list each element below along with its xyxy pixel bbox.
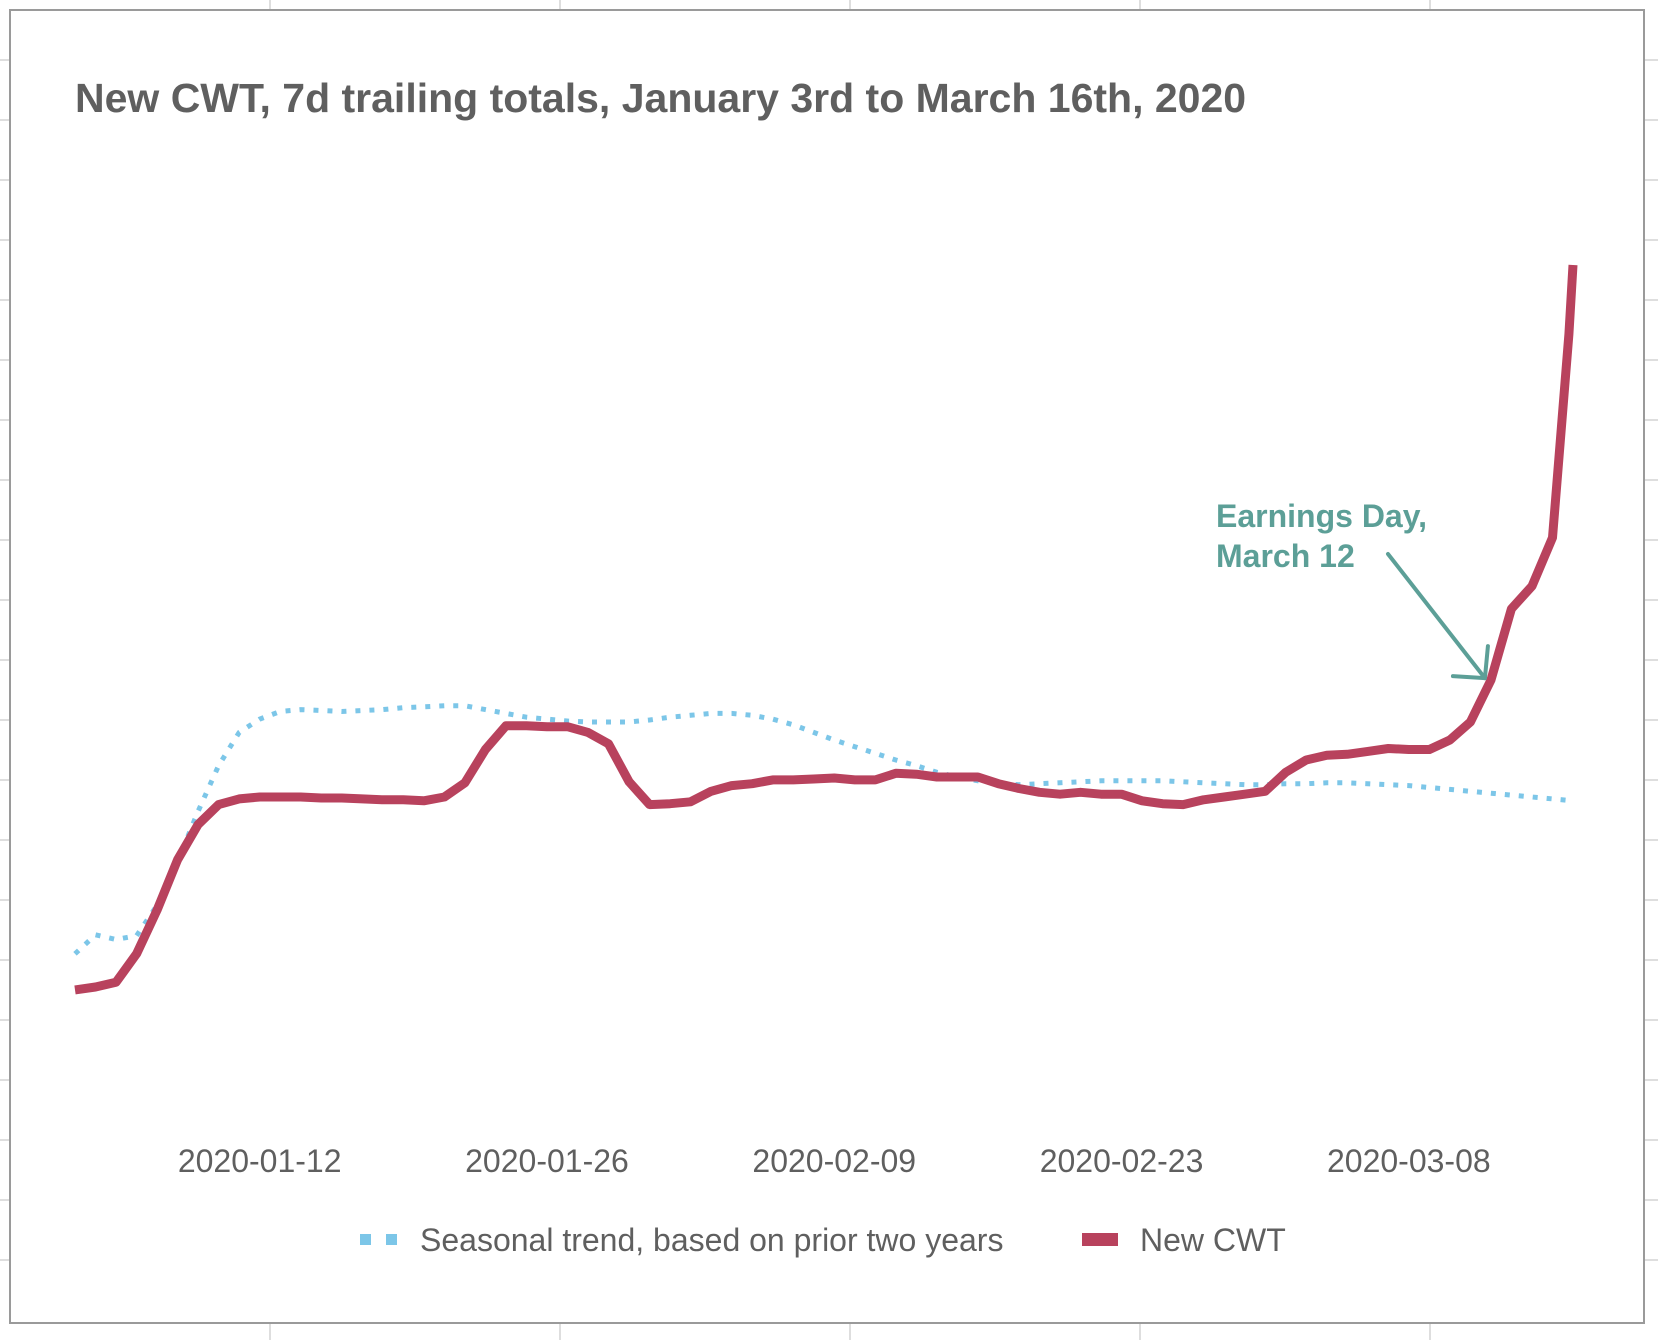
annotation: Earnings Day, March 12 — [1216, 498, 1490, 681]
annotation-line-2: March 12 — [1216, 538, 1355, 574]
legend-item-seasonal: Seasonal trend, based on prior two years — [360, 1222, 1003, 1258]
x-tick-label: 2020-01-26 — [465, 1143, 629, 1179]
x-tick-label: 2020-03-08 — [1327, 1143, 1491, 1179]
legend-item-new-cwt: New CWT — [1082, 1222, 1286, 1258]
series-seasonal-trend-line — [73, 703, 1574, 956]
legend-swatch-seasonal-b — [386, 1234, 397, 1245]
legend-swatch-new-cwt — [1082, 1233, 1118, 1246]
legend: Seasonal trend, based on prior two years… — [360, 1222, 1286, 1258]
x-tick-label: 2020-02-23 — [1040, 1143, 1204, 1179]
legend-swatch-seasonal-a — [360, 1234, 371, 1245]
chart-frame — [9, 9, 1645, 1324]
legend-label-seasonal: Seasonal trend, based on prior two years — [420, 1222, 1003, 1258]
series-new-cwt-line — [74, 264, 1578, 995]
series-layer — [73, 264, 1578, 995]
annotation-arrowhead — [1450, 644, 1490, 681]
x-tick-label: 2020-02-09 — [752, 1143, 916, 1179]
chart-title: New CWT, 7d trailing totals, January 3rd… — [75, 75, 1246, 121]
legend-label-new-cwt: New CWT — [1140, 1222, 1286, 1258]
x-tick-label: 2020-01-12 — [178, 1143, 342, 1179]
annotation-line-1: Earnings Day, — [1216, 498, 1427, 534]
annotation-arrow — [1386, 552, 1487, 681]
x-axis-tick-labels: 2020-01-12 2020-01-26 2020-02-09 2020-02-23… — [178, 1143, 1491, 1179]
